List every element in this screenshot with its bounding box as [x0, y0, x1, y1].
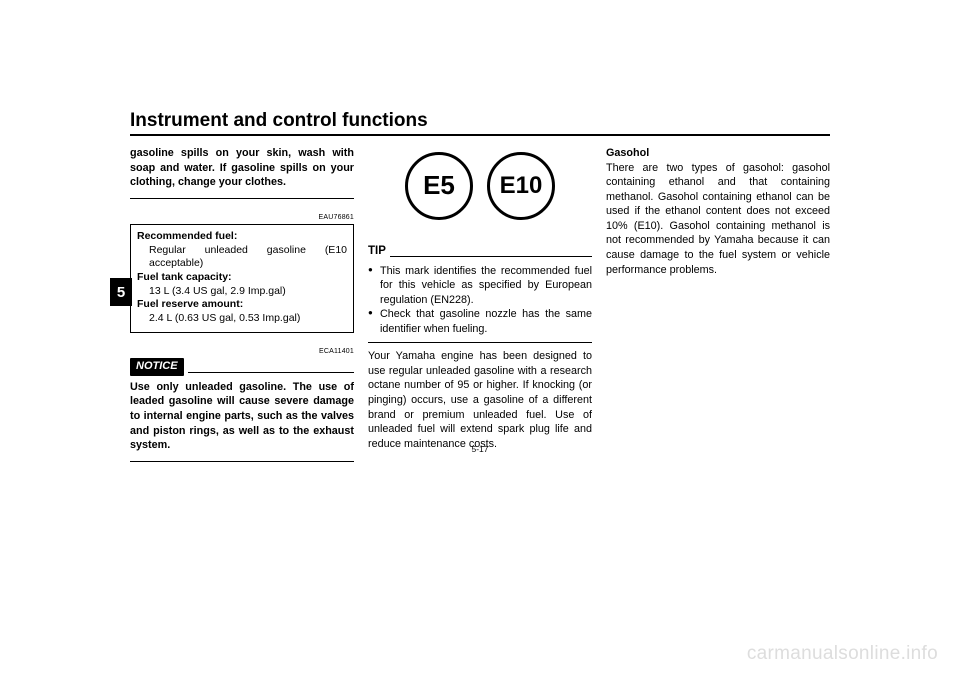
spec-res-label: Fuel reserve amount:	[137, 298, 243, 310]
tip-label: TIP	[368, 244, 386, 260]
content-columns: gasoline spills on your skin, wash with …	[130, 146, 830, 462]
tip-list: This mark identifies the recommended fue…	[368, 264, 592, 337]
ref-code: EAU76861	[130, 213, 354, 222]
column-3: Gasohol There are two types of gasohol: …	[606, 146, 830, 462]
divider-rule	[368, 342, 592, 343]
spec-res-value: 2.4 L (0.63 US gal, 0.53 Imp.gal)	[137, 312, 347, 326]
spec-cap-label: Fuel tank capacity:	[137, 271, 232, 283]
gasohol-heading: Gasohol	[606, 146, 830, 161]
spec-cap-value: 13 L (3.4 US gal, 2.9 Imp.gal)	[137, 285, 347, 299]
warning-continuation-text: gasoline spills on your skin, wash with …	[130, 146, 354, 199]
manual-page: Instrument and control functions gasolin…	[130, 110, 830, 462]
section-title: Instrument and control functions	[130, 110, 830, 136]
watermark-text: carmanualsonline.info	[747, 643, 938, 665]
tip-item: Check that gasoline nozzle has the same …	[368, 307, 592, 336]
column-2: E5 E10 TIP This mark identifies the reco…	[368, 146, 592, 462]
spec-rec-value: Regular unleaded gasoline (E10 acceptabl…	[137, 244, 347, 271]
page-number: 5-17	[130, 444, 830, 454]
fuel-body-text: Your Yamaha engine has been designed to …	[368, 349, 592, 451]
gasohol-body: There are two types of gasohol: gasohol …	[606, 161, 830, 278]
fuel-e10-icon: E10	[487, 152, 555, 220]
ref-code: ECA11401	[130, 347, 354, 356]
chapter-tab: 5	[110, 278, 132, 306]
spec-rec-label: Recommended fuel:	[137, 230, 237, 242]
fuel-spec-box: Recommended fuel: Regular unleaded gasol…	[130, 224, 354, 332]
notice-rule	[188, 372, 354, 373]
fuel-label-icons: E5 E10	[368, 152, 592, 220]
notice-badge: NOTICE	[130, 358, 184, 376]
fuel-e5-icon: E5	[405, 152, 473, 220]
tip-header: TIP	[368, 244, 592, 260]
tip-rule	[390, 256, 592, 257]
notice-header: NOTICE	[130, 358, 354, 376]
tip-item: This mark identifies the recommended fue…	[368, 264, 592, 308]
column-1: gasoline spills on your skin, wash with …	[130, 146, 354, 462]
